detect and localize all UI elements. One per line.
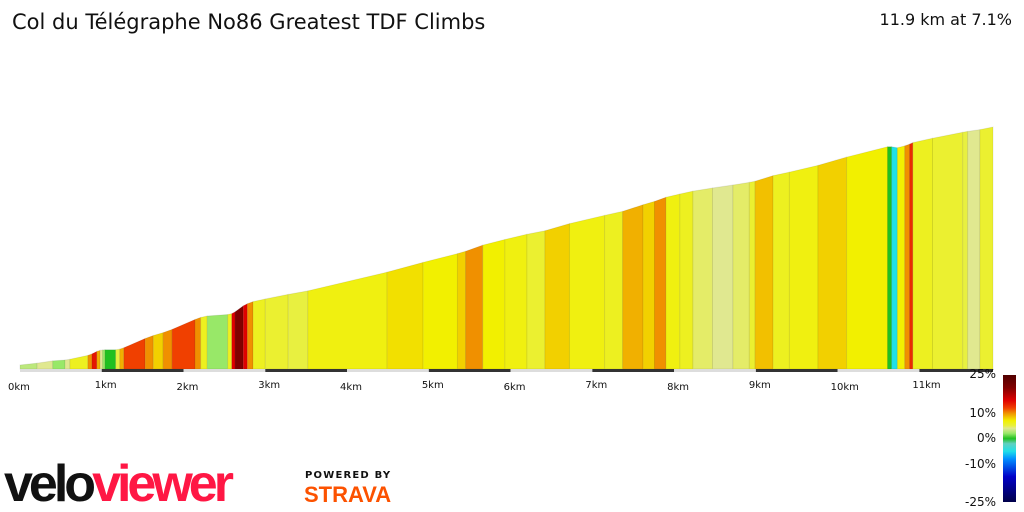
- legend-label: 0%: [977, 431, 996, 445]
- profile-segment: [87, 353, 93, 370]
- gradient-legend-bar: [1003, 375, 1016, 502]
- profile-segment: [788, 164, 819, 370]
- x-tick-label: 0km: [8, 382, 30, 393]
- profile-segment: [171, 318, 196, 370]
- profile-segment: [242, 302, 248, 370]
- x-tick-label: 4km: [340, 382, 362, 393]
- profile-segment: [115, 348, 121, 370]
- km-strip: [755, 369, 838, 372]
- profile-segment: [152, 332, 164, 370]
- x-tick-label: 7km: [585, 380, 607, 391]
- profile-segment: [465, 244, 484, 370]
- profile-segment: [456, 250, 467, 370]
- x-tick-label: 11km: [912, 380, 940, 391]
- legend-label: 25%: [969, 367, 996, 381]
- profile-segment: [846, 146, 889, 370]
- profile-segment: [19, 362, 38, 370]
- profile-segment: [604, 210, 624, 370]
- legend-label: -10%: [965, 457, 996, 471]
- km-strip: [347, 369, 429, 372]
- x-tick-label: 3km: [258, 380, 280, 391]
- km-strip: [674, 369, 756, 372]
- profile-segment: [891, 146, 898, 370]
- svg-text:veloviewer: veloviewer: [4, 455, 234, 512]
- profile-segment: [91, 350, 98, 370]
- climb-summary: 11.9 km at 7.1%: [879, 10, 1012, 29]
- profile-segment: [307, 271, 388, 370]
- profile-segment: [526, 230, 546, 370]
- km-strip: [428, 369, 511, 372]
- km-strip: [919, 369, 993, 372]
- x-tick-label: 9km: [749, 380, 771, 391]
- profile-segment: [772, 171, 790, 370]
- profile-segment: [504, 233, 528, 370]
- profile-segment: [422, 253, 458, 370]
- profile-segment: [904, 143, 911, 370]
- profile-segment: [234, 304, 244, 370]
- x-tick-label: 10km: [831, 382, 859, 393]
- profile-segment: [748, 180, 756, 370]
- profile-segment: [679, 190, 694, 370]
- powered-by-label: POWERED BY: [305, 470, 391, 481]
- profile-segment: [52, 359, 66, 370]
- profile-segment: [962, 130, 969, 370]
- km-strip: [101, 369, 184, 372]
- profile-segment: [162, 328, 173, 370]
- profile-segment: [967, 129, 981, 370]
- profile-segment: [119, 347, 125, 370]
- legend-label: 10%: [969, 406, 996, 420]
- profile-segment: [144, 334, 154, 370]
- strava-logo: STRAVA: [304, 482, 391, 507]
- profile-segment: [665, 193, 681, 370]
- profile-segment: [246, 300, 254, 370]
- profile-segment: [544, 222, 570, 370]
- km-strip: [510, 369, 593, 372]
- profile-segment: [931, 131, 964, 370]
- profile-segment: [653, 196, 667, 370]
- profile-segment: [264, 293, 289, 370]
- profile-segment: [912, 137, 933, 370]
- profile-segment: [712, 184, 734, 370]
- profile-segment: [887, 146, 893, 370]
- profile-segment: [568, 214, 606, 370]
- profile-segment: [642, 200, 655, 370]
- profile-segment: [386, 261, 424, 370]
- profile-segment: [36, 360, 54, 370]
- km-strip: [183, 369, 266, 372]
- veloviewer-logo: veloviewer: [4, 455, 238, 512]
- profile-segment: [896, 145, 906, 370]
- profile-segment: [104, 349, 117, 370]
- profile-segment: [979, 126, 994, 370]
- x-tick-label: 2km: [177, 382, 199, 393]
- profile-segment: [692, 187, 714, 370]
- x-tick-label: 5km: [422, 380, 444, 391]
- profile-segment: [194, 316, 202, 370]
- profile-segment: [482, 238, 506, 370]
- x-tick-label: 1km: [95, 380, 117, 391]
- chart-title: Col du Télégraphe No86 Greatest TDF Clim…: [12, 10, 486, 34]
- profile-segment: [732, 181, 750, 370]
- km-strip: [20, 369, 102, 372]
- km-strip: [592, 369, 675, 372]
- profile-segment: [227, 312, 233, 370]
- x-tick-label: 8km: [667, 382, 689, 393]
- profile-segment: [64, 358, 71, 370]
- profile-segment: [69, 354, 89, 370]
- profile-segment: [287, 290, 309, 370]
- profile-segment: [123, 337, 146, 370]
- profile-segment: [622, 204, 644, 370]
- km-strip: [265, 369, 348, 372]
- km-strip: [837, 369, 920, 372]
- legend-label: -25%: [965, 495, 996, 509]
- profile-segment: [200, 315, 208, 370]
- profile-segment: [754, 174, 774, 370]
- profile-segment: [252, 298, 266, 370]
- profile-segment: [206, 313, 229, 370]
- x-tick-label: 6km: [504, 382, 526, 393]
- profile-segment: [817, 156, 848, 370]
